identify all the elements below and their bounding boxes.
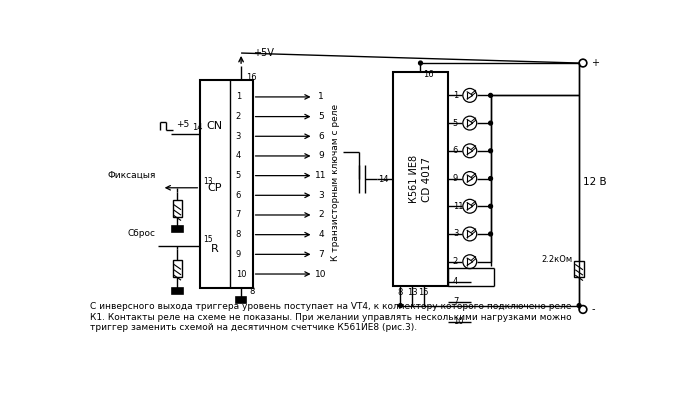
Text: 9: 9 (453, 174, 458, 183)
Text: CN: CN (207, 121, 223, 131)
Circle shape (489, 232, 492, 236)
Circle shape (489, 93, 492, 97)
Text: R: R (211, 245, 219, 254)
Text: 13: 13 (407, 288, 417, 297)
Text: 1: 1 (453, 91, 458, 100)
Text: Сброс: Сброс (128, 229, 156, 238)
Circle shape (489, 204, 492, 208)
Text: 5: 5 (453, 119, 458, 127)
Text: 12 В: 12 В (583, 177, 607, 187)
Text: 6: 6 (453, 146, 458, 155)
Circle shape (489, 177, 492, 181)
Text: 10: 10 (453, 317, 463, 326)
Bar (575, 260, 584, 278)
Text: 2: 2 (236, 112, 241, 121)
Text: 8: 8 (398, 288, 403, 297)
Text: 3: 3 (453, 229, 458, 239)
Circle shape (489, 121, 492, 125)
Text: Фиксацыя: Фиксацыя (107, 171, 156, 180)
Text: -: - (592, 304, 595, 314)
Text: 10: 10 (236, 270, 246, 279)
Text: 9: 9 (318, 151, 324, 160)
Text: 7: 7 (318, 250, 324, 259)
Text: 10: 10 (315, 270, 327, 279)
Text: 7: 7 (236, 210, 241, 220)
Circle shape (418, 61, 422, 65)
Text: 6: 6 (318, 132, 324, 141)
Text: 5: 5 (236, 171, 241, 180)
Bar (172, 288, 183, 294)
Text: 6: 6 (236, 191, 241, 200)
Text: 16: 16 (246, 73, 257, 82)
Circle shape (399, 304, 402, 308)
Text: 2.2кОм: 2.2кОм (542, 255, 573, 264)
Text: +5: +5 (175, 120, 189, 129)
Text: 14: 14 (192, 123, 202, 132)
Text: CD 4017: CD 4017 (422, 157, 432, 202)
Text: С инверсного выхода триггера уровень поступает на VT4, к коллектору которого под: С инверсного выхода триггера уровень пос… (90, 302, 571, 311)
Text: 4: 4 (453, 277, 458, 286)
Text: 13: 13 (203, 177, 213, 186)
Text: 7: 7 (453, 297, 458, 306)
Text: 1: 1 (236, 93, 241, 101)
Text: 3: 3 (318, 191, 324, 200)
Text: 11: 11 (315, 171, 327, 180)
Text: +: + (592, 58, 599, 68)
Text: триггер заменить схемой на десятичном счетчике К561ИЕ8 (рис.3).: триггер заменить схемой на десятичном сч… (90, 323, 417, 332)
Bar (172, 226, 183, 232)
Circle shape (577, 304, 581, 308)
Text: К1. Контакты реле на схеме не показаны. При желании управлять несколькими нагруз: К1. Контакты реле на схеме не показаны. … (90, 312, 572, 322)
Text: 5: 5 (318, 112, 324, 121)
Text: 4: 4 (236, 151, 241, 160)
Text: 15: 15 (418, 288, 429, 297)
Text: 3: 3 (236, 132, 241, 141)
Text: 16: 16 (423, 70, 433, 79)
Bar (173, 200, 182, 218)
Text: 15: 15 (203, 235, 213, 244)
Text: 2: 2 (318, 210, 324, 220)
Text: CP: CP (208, 183, 222, 193)
Text: 14: 14 (378, 175, 388, 184)
Text: +5V: +5V (253, 48, 274, 58)
Text: 1: 1 (318, 93, 324, 101)
Text: 2: 2 (453, 257, 458, 266)
Text: 8: 8 (236, 230, 241, 239)
Bar (173, 260, 182, 277)
Text: 11: 11 (453, 202, 463, 211)
Text: 8: 8 (249, 287, 255, 296)
Text: 9: 9 (236, 250, 241, 259)
Bar (236, 297, 246, 303)
Text: 4: 4 (318, 230, 324, 239)
Bar (393, 72, 448, 286)
Text: К561 ИЕ8: К561 ИЕ8 (410, 155, 419, 203)
Bar (200, 80, 253, 288)
Circle shape (489, 149, 492, 153)
Text: К транзисторным ключам с реле: К транзисторным ключам с реле (330, 104, 340, 261)
